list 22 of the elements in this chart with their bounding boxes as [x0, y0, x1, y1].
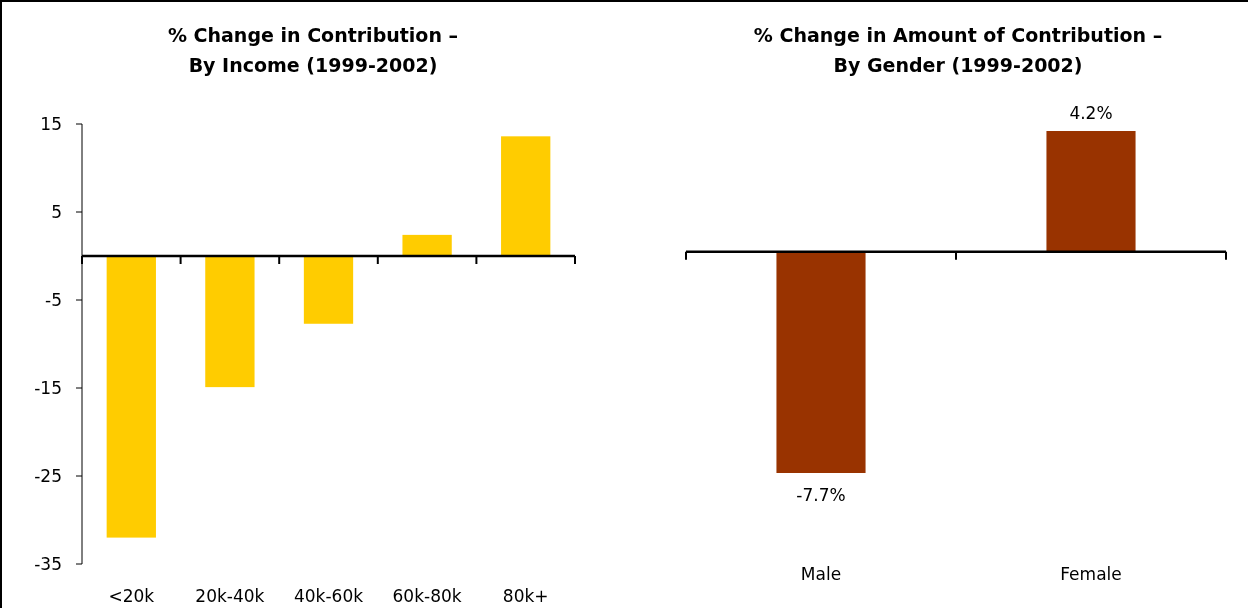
- x-tick-label: 80k+: [502, 586, 549, 606]
- bar: [205, 256, 255, 388]
- x-tick-label: Male: [800, 564, 842, 584]
- chart-title: % Change in Contribution – By Income (1999-2002): [167, 24, 459, 76]
- data-label: 4.2%: [1069, 103, 1113, 123]
- x-tick-label: Female: [1060, 564, 1122, 584]
- bar: [501, 136, 551, 256]
- bar: [106, 256, 156, 538]
- y-tick-label: -5: [45, 290, 62, 310]
- x-tick-label: 40k-60k: [293, 586, 364, 606]
- chart-title: % Change in Amount of Contribution – By Gender (1999-2002): [753, 24, 1163, 76]
- y-tick-label: -25: [34, 466, 62, 486]
- y-tick-label: -35: [34, 554, 62, 574]
- y-tick-label: 15: [40, 114, 62, 134]
- x-tick-label: 60k-80k: [392, 586, 462, 606]
- bar: [402, 234, 452, 256]
- bar: [303, 256, 354, 324]
- x-tick-label: 20k-40k: [195, 586, 265, 606]
- data-label: -7.7%: [796, 485, 846, 505]
- y-tick-label: -15: [34, 378, 62, 398]
- y-tick-label: 5: [51, 202, 62, 222]
- x-tick-label: <20k: [108, 586, 155, 606]
